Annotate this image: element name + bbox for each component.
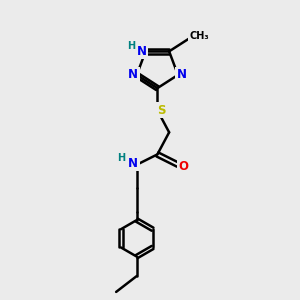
Text: N: N	[176, 68, 187, 81]
Text: H: H	[127, 41, 135, 51]
Text: N: N	[137, 45, 147, 58]
Text: O: O	[178, 160, 188, 173]
Text: N: N	[128, 68, 138, 81]
Text: N: N	[128, 157, 138, 170]
Text: S: S	[157, 104, 165, 117]
Text: CH₃: CH₃	[189, 31, 209, 41]
Text: H: H	[117, 153, 125, 163]
